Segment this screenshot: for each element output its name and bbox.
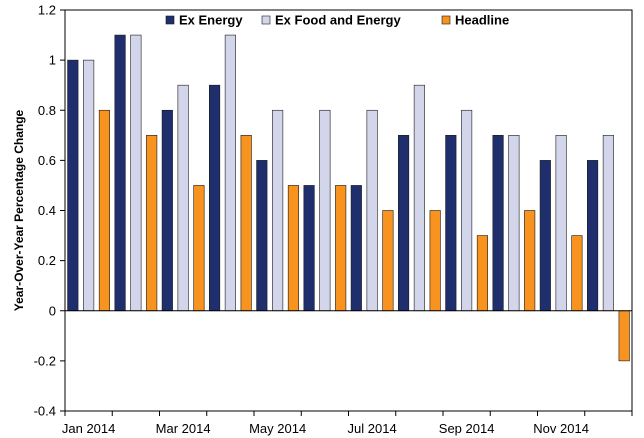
y-tick-label: -0.4 (34, 404, 56, 419)
legend: Ex Energy Ex Food and Energy Headline (165, 13, 509, 28)
bar (398, 135, 410, 312)
bar (209, 84, 221, 312)
x-axis-ticks: Jan 2014 Mar 2014 May 2014 Jul 2014 Sep 2014… (62, 411, 633, 436)
bar (366, 109, 378, 312)
y-tick-label: 0.6 (38, 153, 56, 168)
x-tick-label: May 2014 (249, 421, 306, 436)
y-axis-ticks: -0.4 -0.2 0 0.2 0.4 0.6 0.8 1 1.2 (34, 3, 65, 419)
y-tick-label: -0.2 (34, 353, 56, 368)
bar (571, 235, 583, 312)
x-tick-label: Jan 2014 (62, 421, 116, 436)
bar (193, 185, 205, 312)
bar (98, 109, 110, 312)
bar (67, 59, 79, 312)
bar (146, 135, 158, 312)
x-tick-label: Nov 2014 (533, 421, 589, 436)
bar (177, 84, 189, 312)
legend-label: Headline (455, 13, 509, 28)
y-tick-label: 1.2 (38, 3, 56, 18)
bar (335, 185, 347, 312)
plot-area-frame (64, 9, 633, 412)
bar (350, 185, 362, 312)
y-axis-title: Year-Over-Year Percentage Change (12, 109, 26, 311)
bar (618, 310, 630, 362)
bar (256, 160, 268, 312)
bar (240, 135, 252, 312)
bar (508, 135, 520, 312)
bar (114, 34, 126, 312)
legend-swatch (441, 15, 451, 25)
bar (587, 160, 599, 312)
bar (382, 210, 394, 312)
legend-swatch (261, 15, 271, 25)
legend-label: Ex Food and Energy (275, 13, 401, 28)
bar (492, 135, 504, 312)
legend-label: Ex Energy (179, 13, 243, 28)
bar (319, 109, 331, 312)
bar (413, 84, 425, 312)
bar (524, 210, 536, 312)
y-tick-label: 0.4 (38, 203, 56, 218)
y-tick-label: 0.2 (38, 253, 56, 268)
x-tick-label: Sep 2014 (439, 421, 495, 436)
bar (303, 185, 315, 312)
bars-group (67, 34, 630, 362)
bar (83, 59, 95, 312)
bar (224, 34, 236, 312)
bar (287, 185, 299, 312)
y-tick-label: 0.8 (38, 103, 56, 118)
bar (539, 160, 551, 312)
bar (445, 135, 457, 312)
bar (602, 135, 614, 312)
bar (461, 109, 473, 312)
legend-swatch (165, 15, 175, 25)
bar (476, 235, 488, 312)
x-tick-label: Mar 2014 (156, 421, 211, 436)
bar (130, 34, 142, 312)
y-tick-label: 0 (49, 303, 56, 318)
bar (555, 135, 567, 312)
bar (272, 109, 284, 312)
x-tick-label: Jul 2014 (348, 421, 397, 436)
bar (429, 210, 441, 312)
y-tick-label: 1 (49, 53, 56, 68)
bar (161, 109, 173, 312)
